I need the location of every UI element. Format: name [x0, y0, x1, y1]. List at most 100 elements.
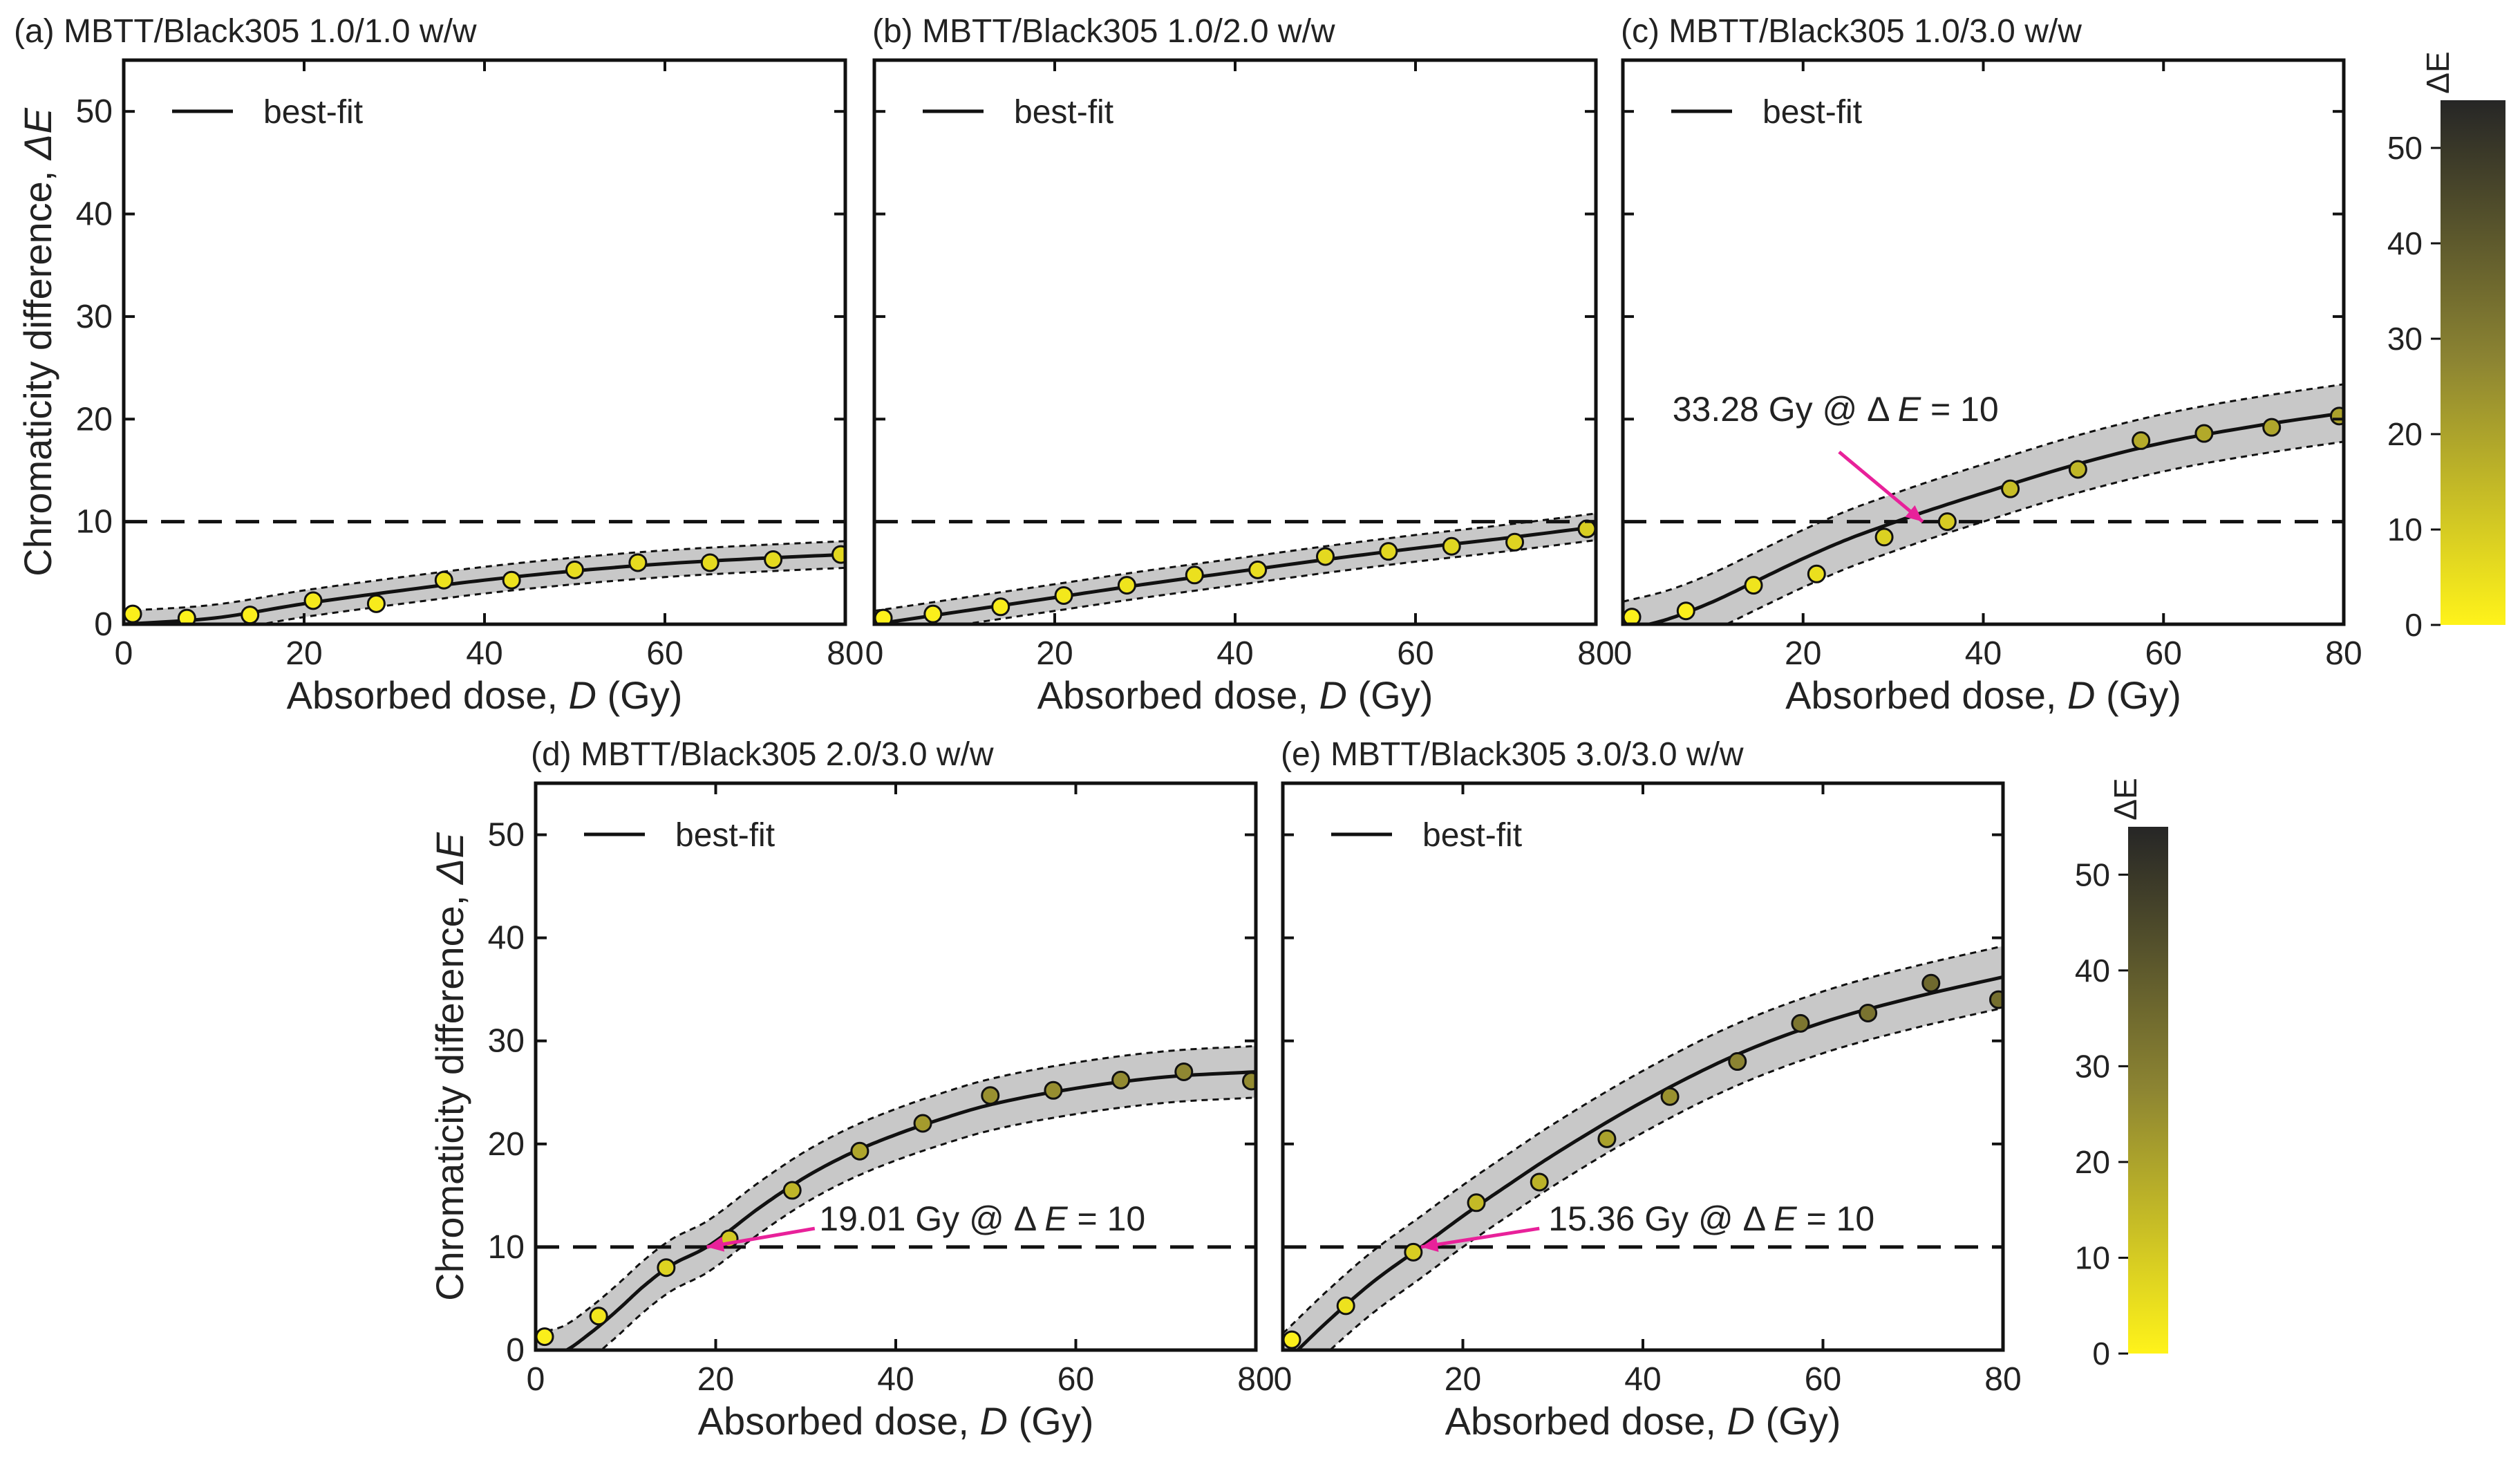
data-point: [628, 553, 648, 572]
annotation-label: 15.36 Gy @ Δ E = 10: [1548, 1199, 1874, 1238]
x-tick-label: 0: [115, 635, 133, 672]
colorbar-tick-label: 10: [2387, 512, 2423, 548]
x-tick-label: 60: [646, 635, 683, 672]
colorbar-tick-label: 20: [2387, 416, 2423, 452]
data-point: [1660, 1087, 1680, 1106]
legend-label: best-fit: [263, 94, 363, 131]
best-fit-curve: [1295, 975, 2003, 1350]
data-point: [1185, 565, 1204, 585]
colorbar-tick-label: 40: [2075, 953, 2110, 989]
data-point: [1807, 564, 1826, 583]
data-point: [1404, 1242, 1423, 1262]
plot-frame: [1621, 58, 2346, 626]
legend-label: best-fit: [675, 817, 775, 854]
data-point: [1379, 542, 1398, 561]
colorbar-tick-label: 50: [2075, 857, 2110, 892]
plot-area: [536, 1045, 1256, 1350]
x-axis-label: Absorbed dose, D (Gy): [698, 1399, 1094, 1443]
y-tick-label: 10: [488, 1229, 525, 1266]
colorbar: 0 10 20 30 40 50 ΔE: [2387, 51, 2505, 643]
data-point: [657, 1258, 676, 1278]
x-tick-label: 40: [1216, 635, 1253, 672]
data-point: [1988, 990, 2003, 1009]
data-point: [589, 1307, 608, 1326]
data-point: [700, 553, 720, 572]
confidence-band: [1283, 946, 2003, 1350]
panel-title: (e) MBTT/Black305 3.0/3.0 w/w: [1281, 736, 1744, 773]
y-tick-label: 0: [94, 606, 113, 643]
data-point: [2262, 418, 2282, 437]
panel-title: (b) MBTT/Black305 1.0/2.0 w/w: [872, 13, 1335, 50]
chart-panel-e: 15.36 Gy @ Δ E = 10 0 20 40 60 80 (e) MBTT/Bla…: [1274, 736, 2022, 1443]
annotation-arrow: [1420, 1226, 1540, 1249]
x-tick-label: 40: [1624, 1361, 1661, 1398]
y-tick-label: 0: [506, 1332, 525, 1369]
x-axis-label: Absorbed dose, D (Gy): [1037, 673, 1433, 717]
data-point: [565, 560, 584, 579]
x-tick-label: 80: [1984, 1361, 2021, 1398]
y-tick-label: 50: [488, 817, 525, 854]
x-tick-label: 20: [697, 1361, 734, 1398]
colorbar-tick-label: 0: [2405, 607, 2423, 643]
data-point: [1442, 536, 1461, 556]
x-tick-label: 60: [1805, 1361, 1841, 1398]
data-point: [1676, 601, 1695, 621]
data-point: [2194, 424, 2214, 443]
y-tick-label: 50: [76, 93, 113, 130]
colorbar-tick-label: 50: [2387, 130, 2423, 166]
data-point: [1316, 547, 1335, 566]
x-tick-label: 80: [1577, 635, 1614, 672]
x-tick-label: 0: [1614, 635, 1633, 672]
chart-panel-b: 0 20 40 60 80 (b) MBTT/Black305 1.0/2.0 w/w Ab…: [865, 13, 1615, 717]
x-tick-label: 0: [527, 1361, 545, 1398]
data-point: [1505, 532, 1525, 552]
legend-label: best-fit: [1014, 94, 1113, 131]
x-tick-label: 80: [2325, 635, 2362, 672]
plot-area: [1283, 945, 2003, 1350]
y-tick-label: 20: [488, 1126, 525, 1163]
chart-panel-d: 19.01 Gy @ Δ E = 10 0 20 40 60 80 0 10 20 30 40 50 (…: [428, 736, 1275, 1443]
x-tick-label: 80: [827, 635, 863, 672]
x-tick-label: 20: [1036, 635, 1073, 672]
colorbar-gradient: [2128, 827, 2168, 1354]
x-tick-label: 60: [1397, 635, 1433, 672]
plot-area: [1623, 383, 2344, 624]
data-point: [981, 1086, 1000, 1105]
legend-label: best-fit: [1762, 94, 1862, 131]
legend-label: best-fit: [1422, 817, 1522, 854]
data-point: [1937, 512, 1957, 532]
data-point: [2068, 460, 2087, 479]
data-point: [536, 1327, 554, 1347]
plot-area: [874, 512, 1596, 624]
data-point: [1174, 1062, 1194, 1081]
annotation-arrowhead: [1421, 1237, 1439, 1253]
annotation-label: 33.28 Gy @ Δ E = 10: [1673, 390, 1999, 429]
y-axis-label: Chromaticity difference, ΔE: [16, 108, 59, 577]
y-tick-label: 10: [76, 504, 113, 541]
data-point: [782, 1181, 802, 1200]
band-upper-edge: [536, 1045, 1256, 1334]
x-tick-label: 60: [2145, 635, 2182, 672]
y-axis-label: Chromaticity difference, ΔE: [428, 832, 471, 1301]
x-axis-label: Absorbed dose, D (Gy): [1445, 1399, 1841, 1443]
data-point: [1744, 576, 1763, 595]
colorbar-tick-label: 30: [2075, 1048, 2110, 1084]
x-tick-label: 60: [1057, 1361, 1094, 1398]
data-point: [1054, 586, 1073, 605]
annotation-arrow: [1838, 450, 1924, 523]
x-tick-label: 40: [1965, 635, 2002, 672]
data-point: [923, 604, 943, 624]
y-tick-label: 40: [488, 920, 525, 957]
band-lower-edge: [1724, 440, 2344, 624]
x-axis-label: Absorbed dose, D (Gy): [1785, 673, 2181, 717]
data-point: [2132, 431, 2151, 450]
data-point: [1044, 1080, 1063, 1100]
data-point: [1467, 1193, 1486, 1213]
panel-title: (d) MBTT/Black305 2.0/3.0 w/w: [531, 736, 994, 773]
data-point: [366, 594, 386, 613]
x-tick-label: 40: [466, 635, 502, 672]
colorbar-tick-label: 30: [2387, 321, 2423, 357]
data-point: [1859, 1003, 1878, 1022]
x-tick-label: 0: [1274, 1361, 1292, 1398]
